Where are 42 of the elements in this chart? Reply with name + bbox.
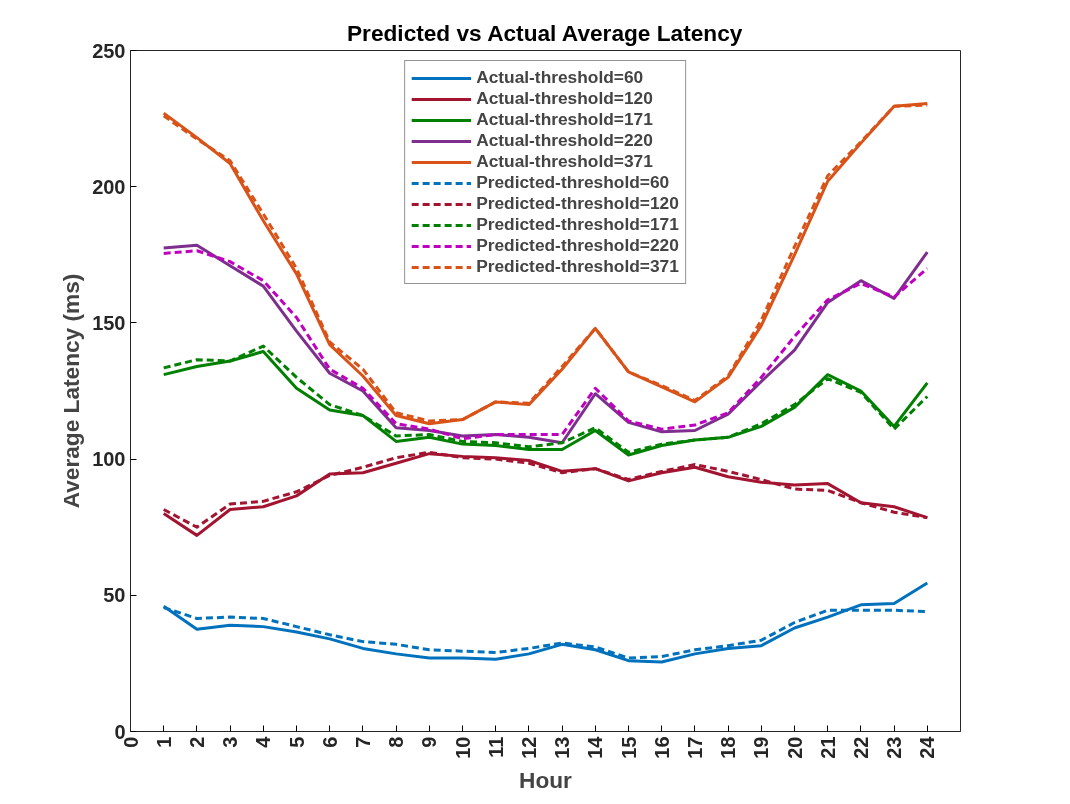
legend-label: Predicted-threshold=220 <box>476 235 679 256</box>
x-tick-label: 5 <box>285 736 308 748</box>
y-tick-label: 100 <box>92 448 126 471</box>
x-tick-label: 9 <box>418 736 441 748</box>
x-tick-label: 13 <box>551 736 574 759</box>
y-tick-label: 250 <box>92 39 126 62</box>
x-tick-label: 19 <box>750 736 773 759</box>
x-tick-label: 2 <box>185 736 208 748</box>
x-tick-label: 23 <box>883 736 906 759</box>
legend-label: Predicted-threshold=171 <box>476 214 679 235</box>
x-tick-label: 4 <box>252 735 275 748</box>
chart-title: Predicted vs Actual Average Latency <box>346 19 743 46</box>
x-tick-label: 20 <box>783 736 806 759</box>
x-tick-label: 8 <box>385 736 408 748</box>
x-tick-label: 24 <box>916 735 939 759</box>
x-tick-label: 17 <box>683 736 706 759</box>
legend-label: Predicted-threshold=120 <box>476 193 679 214</box>
x-tick-label: 12 <box>517 736 540 759</box>
x-tick-label: 21 <box>816 736 839 759</box>
y-tick-label: 150 <box>92 311 126 334</box>
y-tick-label: 50 <box>103 584 126 607</box>
x-tick-label: 10 <box>451 736 474 759</box>
x-tick-label: 1 <box>152 736 175 748</box>
x-tick-label: 7 <box>351 736 374 748</box>
y-tick-label: 200 <box>92 175 126 198</box>
legend-label: Actual-threshold=60 <box>476 67 644 88</box>
x-tick-label: 6 <box>318 736 341 748</box>
legend-label: Actual-threshold=120 <box>476 88 653 109</box>
x-tick-label: 11 <box>484 736 507 758</box>
x-tick-label: 3 <box>219 736 242 748</box>
x-axis-title: Hour <box>519 766 573 793</box>
legend-label: Predicted-threshold=371 <box>476 256 679 277</box>
y-axis-title: Average Latency (ms) <box>58 273 85 509</box>
x-tick-label: 15 <box>617 736 640 759</box>
legend-label: Predicted-threshold=60 <box>476 172 670 193</box>
legend-label: Actual-threshold=371 <box>476 151 653 172</box>
x-tick-label: 18 <box>717 736 740 759</box>
legend-label: Actual-threshold=171 <box>476 109 653 130</box>
x-tick-label: 16 <box>650 736 673 759</box>
x-tick-label: 14 <box>584 735 607 759</box>
legend-label: Actual-threshold=220 <box>476 130 653 151</box>
x-tick-label: 22 <box>849 736 872 759</box>
